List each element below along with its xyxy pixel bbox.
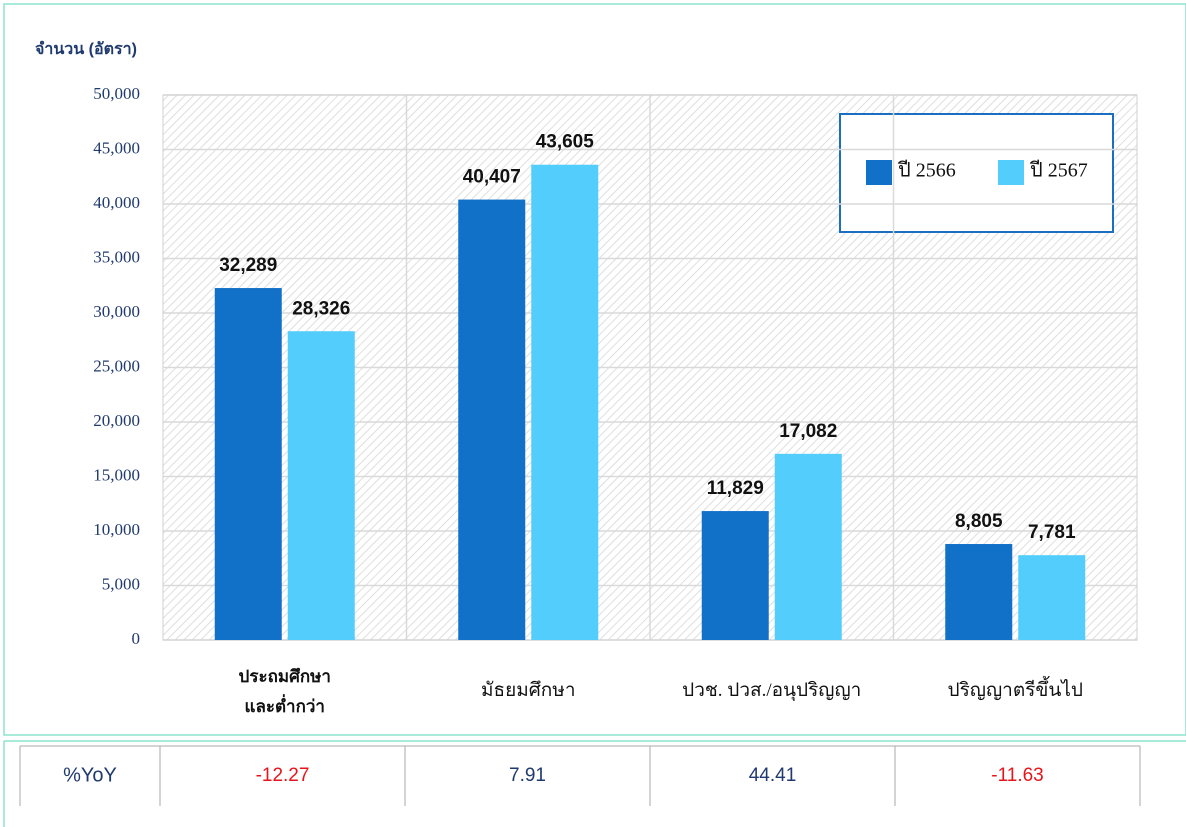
- chart-frame: [3, 3, 1186, 736]
- y-tick-label: 15,000: [93, 465, 140, 484]
- y-tick-label: 40,000: [93, 193, 140, 212]
- legend-label: ปี 2567: [1030, 160, 1088, 182]
- data-label: 43,605: [536, 132, 595, 153]
- legend-label: ปี 2566: [898, 160, 956, 182]
- bar: [1018, 555, 1086, 640]
- table-cell: 44.41: [749, 765, 797, 786]
- data-label: 11,829: [707, 478, 764, 499]
- table-header: %YoY: [63, 764, 117, 786]
- y-tick-label: 20,000: [93, 411, 140, 430]
- y-tick-label: 45,000: [93, 138, 140, 157]
- data-label: 28,326: [292, 298, 350, 319]
- y-tick-label: 30,000: [93, 302, 140, 321]
- y-tick-label: 50,000: [93, 84, 140, 103]
- data-label: 40,407: [463, 167, 521, 188]
- bar: [701, 511, 769, 640]
- table-cell: 7.91: [509, 765, 546, 786]
- bar: [287, 331, 355, 640]
- data-label: 8,805: [955, 511, 1003, 532]
- y-tick-label: 35,000: [93, 247, 140, 266]
- plot-border: [162, 94, 1138, 641]
- bar: [458, 199, 526, 640]
- data-label: 7,781: [1028, 522, 1076, 543]
- y-tick-label: 5,000: [102, 574, 140, 593]
- table-cell: -12.27: [256, 765, 310, 786]
- data-label: 32,289: [219, 255, 277, 276]
- legend-swatch: [998, 160, 1024, 185]
- x-tick-label: มัธยมศึกษา: [480, 680, 576, 701]
- x-tick-label: ปริญญาตรีขึ้นไป: [947, 680, 1083, 701]
- legend-swatch: [866, 160, 892, 185]
- legend: [839, 113, 1114, 233]
- bar: [214, 288, 282, 640]
- bar: [774, 453, 842, 640]
- y-tick-label: 0: [132, 629, 141, 648]
- bar: [531, 164, 599, 640]
- bar: [945, 544, 1013, 640]
- y-tick-label: 25,000: [93, 356, 140, 375]
- table-cell: -11.63: [991, 765, 1043, 786]
- y-axis-title: จำนวน (อัตรา): [35, 40, 137, 58]
- x-tick-label: ปวช. ปวส./อนุปริญญา: [682, 680, 862, 701]
- data-label: 17,082: [779, 421, 837, 442]
- x-tick-label: ประถมศึกษา และต่ำกว่า: [238, 667, 331, 716]
- y-tick-label: 10,000: [93, 520, 140, 539]
